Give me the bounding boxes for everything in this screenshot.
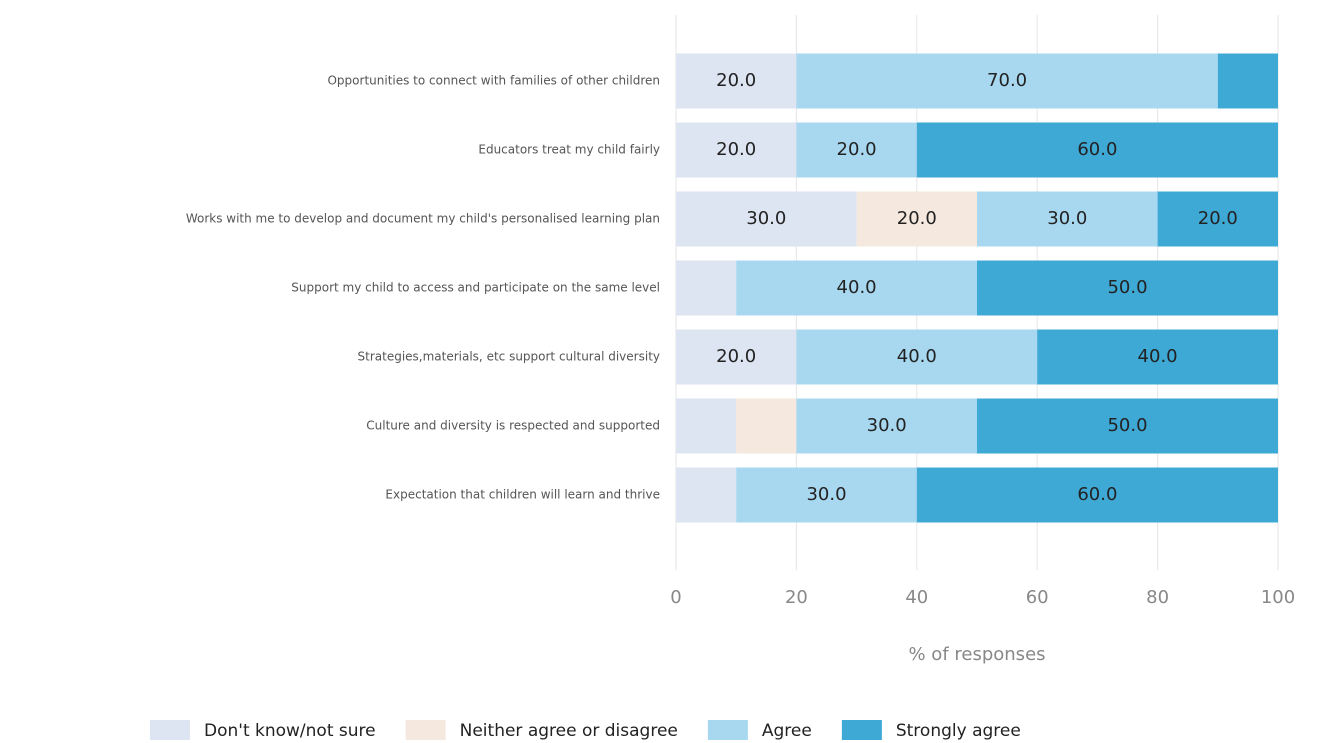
data-label: 70.0 [987,70,1027,91]
legend-label: Neither agree or disagree [460,721,678,741]
data-label: 20.0 [716,346,756,367]
legend-swatch [707,720,748,740]
bar-segment [1217,53,1278,109]
bar-segment [736,398,797,454]
data-label: 20.0 [716,70,756,91]
category-label: Educators treat my child fairly [478,143,660,157]
data-label: 20.0 [716,139,756,160]
bar-segment [1157,191,1278,247]
bar-segment [676,191,857,247]
bar-segment [676,122,797,178]
x-tick-label: 20 [785,587,808,608]
data-label: 30.0 [806,484,846,505]
bar-segment [796,329,1038,385]
bar-segment [1037,329,1278,385]
bar-segment [676,398,737,454]
category-label: Works with me to develop and document my… [186,212,660,226]
bar-segment [736,260,977,316]
bar-segment [736,467,917,523]
data-label: 30.0 [1047,208,1087,229]
bar-segment [676,329,797,385]
bar-segment [916,122,1278,178]
bar-segment [856,191,977,247]
legend-swatch [841,720,882,740]
x-tick-label: 40 [905,587,928,608]
bar-segment [977,191,1158,247]
data-label: 50.0 [1107,415,1147,436]
legend-label: Don't know/not sure [204,721,376,741]
category-label: Strategies,materials, etc support cultur… [358,350,661,364]
category-label: Expectation that children will learn and… [385,488,660,502]
bar-segment [796,398,977,454]
x-tick-label: 60 [1026,587,1049,608]
data-label: 30.0 [746,208,786,229]
data-label: 30.0 [867,415,907,436]
x-tick-label: 80 [1146,587,1169,608]
data-label: 50.0 [1107,277,1147,298]
bar-segment [796,122,917,178]
category-label: Support my child to access and participa… [291,281,660,295]
legend-label: Agree [762,721,812,741]
x-axis-label: % of responses [908,644,1045,665]
bar-segment [676,467,737,523]
data-label: 60.0 [1077,139,1117,160]
bar-segment [977,260,1278,316]
category-label: Culture and diversity is respected and s… [366,419,660,433]
legend-swatch [405,720,446,740]
data-label: 60.0 [1077,484,1117,505]
data-label: 40.0 [1138,346,1178,367]
data-label: 40.0 [897,346,937,367]
bar-segment [676,260,737,316]
data-label: 20.0 [897,208,937,229]
category-label: Opportunities to connect with families o… [327,74,660,88]
data-label: 40.0 [837,277,877,298]
bar-segment [977,398,1278,454]
bar-segment [916,467,1278,523]
x-tick-label: 0 [670,587,681,608]
legend-swatch [150,720,190,740]
data-label: 20.0 [1198,208,1238,229]
legend-label: Strongly agree [896,721,1021,741]
data-label: 20.0 [837,139,877,160]
bar-segment [676,53,797,109]
x-tick-label: 100 [1261,587,1295,608]
bar-segment [796,53,1218,109]
